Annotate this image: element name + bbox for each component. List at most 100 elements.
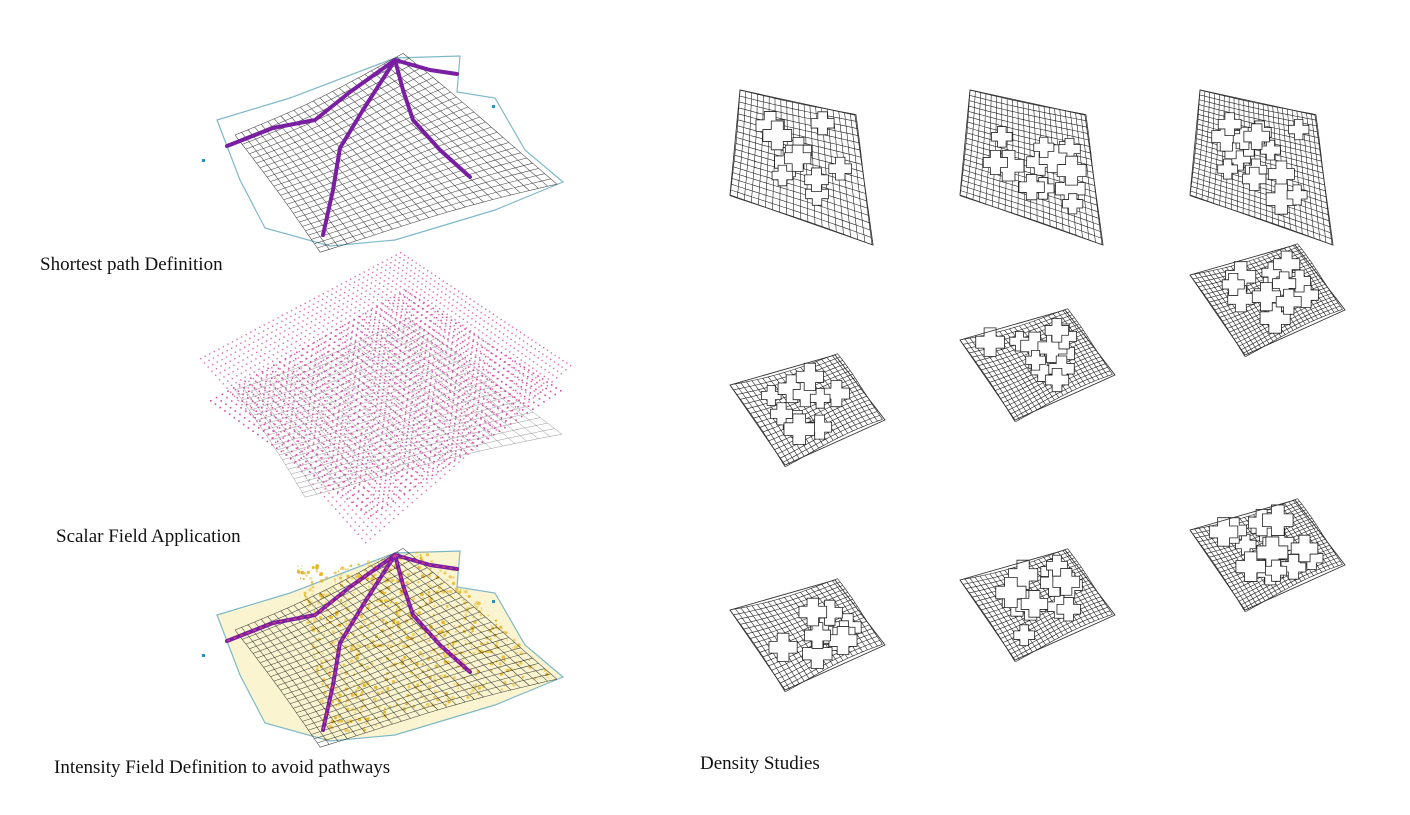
scalar-point	[422, 406, 424, 408]
scalar-point	[356, 497, 359, 500]
intensity-point	[313, 610, 316, 613]
scalar-point	[449, 391, 451, 393]
scalar-point	[282, 450, 284, 452]
scalar-point	[506, 413, 508, 415]
scalar-point	[453, 293, 455, 295]
scalar-point	[518, 409, 521, 411]
density-study	[729, 353, 886, 468]
intensity-point	[310, 580, 314, 584]
scalar-point	[354, 370, 357, 372]
density-block	[1056, 155, 1087, 186]
scalar-point	[438, 382, 440, 384]
intensity-point	[381, 644, 385, 648]
scalar-point	[429, 319, 431, 322]
scalar-point	[375, 473, 377, 475]
scalar-point	[432, 470, 434, 472]
scalar-point	[497, 400, 500, 403]
scalar-point	[479, 423, 481, 426]
intensity-point	[420, 592, 424, 597]
scalar-point	[417, 427, 420, 430]
scalar-point	[428, 420, 431, 423]
scalar-point	[422, 444, 424, 447]
scalar-point	[424, 352, 427, 354]
scalar-point	[461, 330, 463, 332]
scalar-point	[444, 401, 446, 404]
scalar-point	[312, 449, 314, 451]
intensity-point	[333, 571, 337, 575]
scalar-point	[555, 387, 557, 389]
scalar-point	[436, 359, 439, 361]
intensity-point	[440, 601, 443, 604]
scalar-point	[354, 375, 357, 377]
scalar-point	[358, 483, 361, 486]
scalar-point	[513, 367, 515, 369]
scalar-point	[445, 409, 448, 412]
scalar-point	[335, 323, 338, 325]
scalar-point	[257, 406, 260, 408]
scalar-point	[373, 356, 376, 358]
scalar-point	[370, 459, 372, 462]
intensity-point	[409, 659, 413, 663]
scalar-point	[386, 353, 389, 355]
scalar-point	[290, 386, 292, 388]
density-block	[975, 327, 1005, 357]
scalar-point	[291, 377, 294, 379]
scalar-point	[305, 401, 307, 404]
scalar-point	[450, 422, 452, 424]
scalar-point	[407, 362, 410, 364]
scalar-point	[478, 395, 481, 397]
scalar-point	[295, 387, 297, 389]
scalar-point	[436, 374, 438, 376]
scalar-point	[438, 375, 441, 377]
scalar-point	[428, 395, 430, 398]
scalar-point	[430, 443, 433, 446]
scalar-point	[391, 350, 393, 352]
scalar-point	[359, 315, 361, 318]
scalar-point	[383, 449, 386, 451]
scalar-point	[297, 357, 300, 359]
scalar-point	[453, 363, 455, 366]
scalar-point	[335, 291, 337, 293]
intensity-point	[366, 644, 369, 647]
scalar-point	[523, 405, 525, 407]
scalar-point	[445, 446, 448, 449]
intensity-point	[511, 647, 514, 649]
scalar-point	[376, 299, 379, 301]
scalar-point	[304, 371, 306, 373]
scalar-point	[369, 293, 371, 295]
scalar-point	[453, 429, 455, 432]
scalar-point	[398, 399, 400, 401]
scalar-point	[265, 346, 267, 348]
scalar-point	[462, 341, 464, 343]
intensity-point	[453, 682, 455, 685]
scalar-point	[459, 419, 462, 421]
scalar-point	[368, 402, 370, 404]
scalar-point	[464, 307, 466, 309]
scalar-point	[461, 298, 463, 301]
scalar-point	[327, 290, 329, 292]
scalar-point	[218, 378, 221, 381]
scalar-point	[322, 377, 325, 379]
scalar-point	[322, 481, 325, 483]
scalar-point	[247, 350, 250, 352]
scalar-point	[448, 368, 450, 370]
scalar-point	[353, 419, 356, 421]
scalar-point	[377, 422, 380, 424]
scalar-point	[381, 395, 384, 398]
scalar-point	[350, 278, 352, 280]
scalar-point	[240, 336, 243, 338]
scalar-point	[479, 388, 482, 390]
scalar-point	[239, 413, 241, 416]
scalar-point	[395, 405, 398, 407]
scalar-point	[417, 333, 420, 335]
intensity-point	[347, 637, 349, 640]
intensity-point	[480, 607, 483, 609]
scalar-point	[430, 412, 432, 415]
scalar-point	[291, 413, 293, 416]
scalar-point	[397, 496, 400, 499]
scalar-point	[321, 442, 323, 444]
scalar-point	[443, 423, 446, 425]
scalar-point	[300, 354, 303, 357]
scalar-point	[377, 395, 379, 398]
scalar-point	[230, 384, 233, 386]
